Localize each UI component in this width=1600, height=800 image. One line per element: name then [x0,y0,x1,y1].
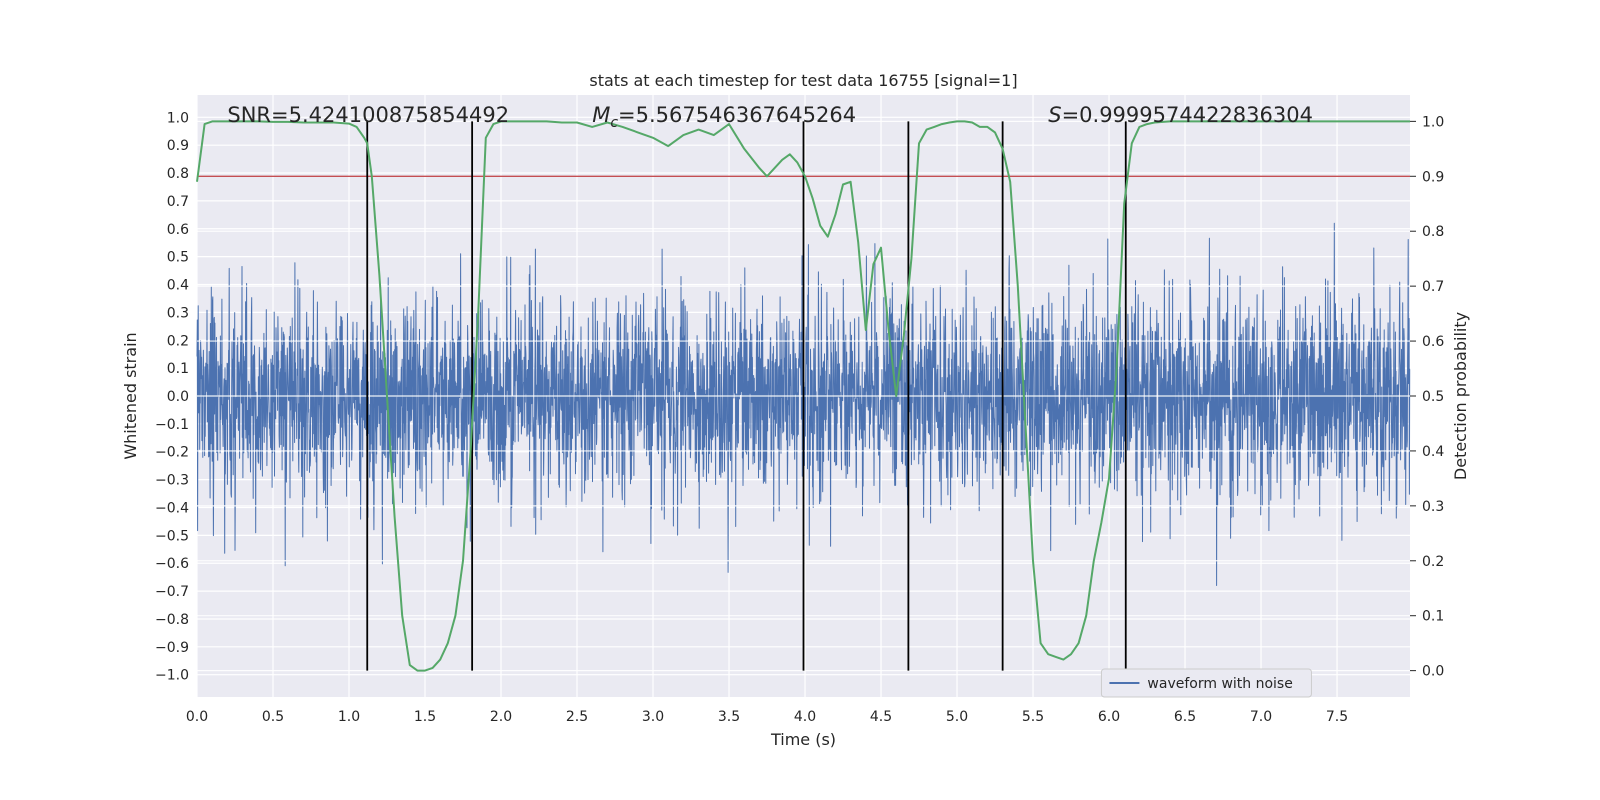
y-tick-label: −0.5 [155,528,189,544]
x-tick-label: 0.0 [186,709,208,725]
mc-symbol: M [592,103,610,127]
y-tick-label: −0.1 [155,417,189,433]
x-tick-label: 1.5 [414,709,436,725]
y2-tick-label: 0.6 [1422,334,1444,350]
y-tick-label: −0.3 [155,473,189,489]
y-tick-label: −0.7 [155,584,189,600]
snr-prefix: SNR= [227,103,288,127]
x-tick-label: 2.5 [566,709,588,725]
y-tick-label: −1.0 [155,668,189,684]
x-tick-label: 5.5 [1022,709,1044,725]
mc-value: =5.567546367645264 [618,103,856,127]
y-tick-label: 0.9 [167,138,189,154]
chart-title: stats at each timestep for test data 167… [589,71,1017,90]
y2-tick-label: 0.0 [1422,664,1444,680]
y-tick-label: 0.2 [167,333,189,349]
chirp-mass-annotation: Mc=5.567546367645264 [592,103,856,131]
y2-axis-label: Detection probability [1451,312,1470,480]
y2-tick-labels: 1.0 0.9 0.8 0.7 0.6 0.5 0.4 0.3 0.2 0.1 0.0 [1410,114,1444,680]
y-tick-label: −0.2 [155,445,189,461]
y2-tick-label: 1.0 [1422,114,1444,130]
y2-tick-label: 0.4 [1422,444,1444,460]
x-axis-label: Time (s) [770,730,836,749]
y2-tick-label: 0.2 [1422,554,1444,570]
y-tick-label: 0.6 [167,222,189,238]
x-tick-label: 4.5 [870,709,892,725]
y-tick-labels: 1.0 0.9 0.8 0.7 0.6 0.5 0.4 0.3 0.2 0.1 0.0 −0.1 −0.… [155,110,189,683]
x-tick-label: 4.0 [794,709,816,725]
mc-subscript: c [610,115,618,131]
y2-tick-label: 0.8 [1422,224,1444,240]
y2-tick-label: 0.5 [1422,389,1444,405]
y2-tick-label: 0.3 [1422,499,1444,515]
s-value: =0.9999574422836304 [1062,103,1313,127]
x-tick-label: 0.5 [262,709,284,725]
y-tick-label: 0.5 [167,250,189,266]
y2-tick-label: 0.7 [1422,279,1444,295]
snr-value: 5.424100875854492 [289,103,509,127]
legend: waveform with noise [1100,668,1312,698]
y2-tick-label: 0.9 [1422,169,1444,185]
x-tick-label: 5.0 [946,709,968,725]
snr-annotation: SNR=5.424100875854492 [227,103,509,127]
y-tick-label: −0.6 [155,556,189,572]
y-tick-label: 0.7 [167,194,189,210]
x-tick-label: 3.0 [642,709,664,725]
score-annotation: S=0.9999574422836304 [1048,103,1313,127]
y-tick-label: 0.0 [167,389,189,405]
y-tick-label: 0.4 [167,278,189,294]
legend-label: waveform with noise [1147,676,1292,692]
y2-tick-label: 0.1 [1422,609,1444,625]
y-tick-label: −0.8 [155,612,189,628]
x-tick-label: 7.5 [1326,709,1348,725]
x-tick-labels: 0.0 0.5 1.0 1.5 2.0 2.5 3.0 3.5 4.0 4.5 5.0 5.5 6.0 6… [186,709,1348,725]
y-tick-label: 1.0 [167,110,189,126]
y-tick-label: −0.4 [155,500,189,516]
legend-box [1100,668,1312,698]
s-symbol: S [1048,103,1061,127]
y-tick-label: 0.8 [167,166,189,182]
y-axis-label: Whitened strain [121,332,140,459]
detection-probability-line [196,120,1410,672]
x-tick-label: 2.0 [490,709,512,725]
x-tick-label: 6.5 [1174,709,1196,725]
y-tick-label: −0.9 [155,640,189,656]
vertical-markers [366,121,1127,671]
x-tick-label: 6.0 [1098,709,1120,725]
x-tick-label: 7.0 [1250,709,1272,725]
x-tick-label: 3.5 [718,709,740,725]
y-tick-label: 0.1 [167,361,189,377]
y-tick-label: 0.3 [167,305,189,321]
x-tick-label: 1.0 [338,709,360,725]
